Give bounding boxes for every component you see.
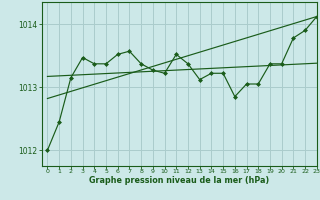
X-axis label: Graphe pression niveau de la mer (hPa): Graphe pression niveau de la mer (hPa): [89, 176, 269, 185]
